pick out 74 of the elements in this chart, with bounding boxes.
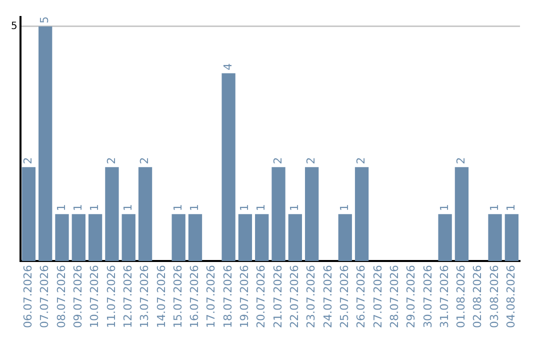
data-label: 2	[454, 157, 468, 164]
x-tick-label: 14.07.2026	[154, 265, 168, 328]
data-label: 2	[271, 157, 284, 164]
bar	[238, 214, 252, 262]
x-tick-label: 25.07.2026	[338, 265, 351, 328]
bar	[38, 26, 52, 262]
x-tick-label: 13.07.2026	[138, 265, 152, 328]
data-label: 2	[22, 157, 35, 164]
bar	[138, 167, 152, 262]
bar	[288, 214, 302, 262]
x-tick-label: 22.07.2026	[288, 265, 302, 328]
bar	[105, 167, 119, 262]
data-label: 1	[504, 204, 518, 212]
x-tick-label: 24.07.2026	[321, 265, 334, 328]
data-label: 5	[38, 16, 52, 24]
bar	[504, 214, 518, 262]
bar	[222, 73, 236, 262]
x-tick-label: 04.08.2026	[504, 265, 518, 328]
data-label: 1	[254, 204, 268, 212]
data-label: 2	[138, 157, 152, 164]
x-tick-label: 12.07.2026	[121, 265, 134, 328]
data-label: 1	[88, 204, 102, 212]
x-tick-label: 19.07.2026	[238, 265, 252, 328]
x-tick-label: 11.07.2026	[104, 265, 118, 328]
bar	[255, 214, 269, 262]
data-label: 2	[104, 157, 118, 164]
data-label: 1	[338, 204, 351, 212]
x-tick-label: 15.07.2026	[171, 265, 184, 328]
data-label: 1	[54, 204, 68, 212]
bar	[172, 214, 186, 262]
x-tick-label: 26.07.2026	[354, 265, 368, 328]
x-tick-label: 16.07.2026	[188, 265, 202, 328]
data-label: 1	[438, 204, 451, 212]
x-tick-label: 03.08.2026	[488, 265, 501, 328]
data-label: 1	[488, 204, 501, 212]
bar	[188, 214, 202, 262]
data-label: 1	[121, 204, 134, 212]
bar	[22, 167, 36, 262]
x-tick-label: 21.07.2026	[271, 265, 284, 328]
bar	[304, 167, 319, 262]
x-tick-label: 31.07.2026	[438, 265, 451, 328]
data-label: 1	[72, 204, 85, 212]
x-tick-label: 18.07.2026	[221, 265, 234, 328]
bar	[488, 214, 502, 262]
bar	[122, 214, 136, 262]
bar	[55, 214, 69, 262]
x-tick-label: 08.07.2026	[54, 265, 68, 328]
x-tick-label: 28.07.2026	[388, 265, 401, 328]
bar	[354, 167, 369, 262]
x-tick-label: 29.07.2026	[404, 265, 418, 328]
x-tick-label: 06.07.2026	[22, 265, 35, 328]
data-label: 1	[188, 204, 202, 212]
bar	[72, 214, 86, 262]
bar	[338, 214, 352, 262]
x-tick-label: 30.07.2026	[421, 265, 434, 328]
x-tick-label: 09.07.2026	[72, 265, 85, 328]
data-label: 2	[354, 157, 368, 164]
data-label: 1	[238, 204, 252, 212]
bar	[438, 214, 452, 262]
x-tick-label: 10.07.2026	[88, 265, 102, 328]
x-tick-label: 23.07.2026	[304, 265, 318, 328]
data-label: 1	[171, 204, 184, 212]
x-tick-label: 20.07.2026	[254, 265, 268, 328]
data-label: 2	[304, 157, 318, 164]
data-label: 4	[221, 63, 234, 70]
bar	[272, 167, 286, 262]
data-label: 1	[288, 204, 302, 212]
x-tick-label: 27.07.2026	[371, 265, 384, 328]
bar	[454, 167, 469, 262]
x-tick-label: 02.08.2026	[471, 265, 484, 328]
x-tick-label: 01.08.2026	[454, 265, 468, 328]
x-tick-label: 17.07.2026	[204, 265, 218, 328]
bar	[88, 214, 102, 262]
x-tick-label: 07.07.2026	[38, 265, 52, 328]
